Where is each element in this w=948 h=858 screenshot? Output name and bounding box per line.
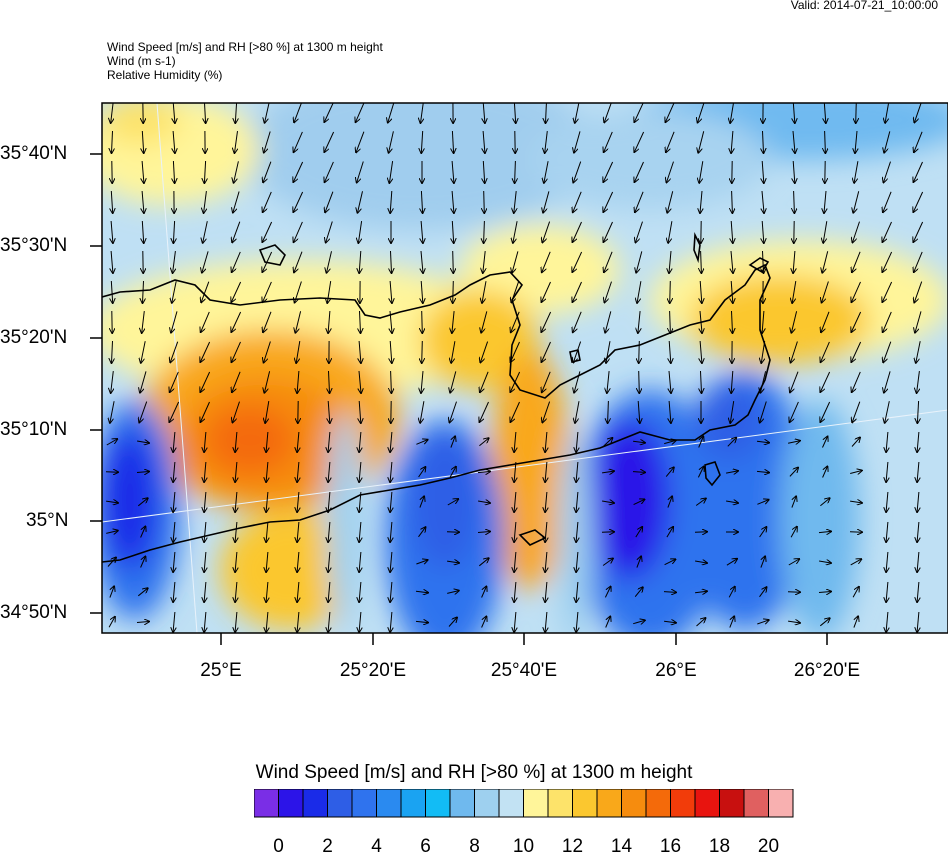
wind-arrow [639, 341, 640, 363]
weather-map [0, 0, 948, 700]
colorbar-swatch [720, 789, 745, 817]
wind-arrow [422, 341, 423, 363]
lat-label-5: 35°N [26, 510, 106, 532]
colorbar-swatch [499, 789, 524, 817]
lat-ticks [90, 154, 102, 613]
colorbar-swatch [279, 789, 304, 817]
lon-ticks [221, 633, 827, 645]
colorbar [254, 789, 795, 819]
shaded-field [80, 70, 948, 660]
colorbar-title: Wind Speed [m/s] and RH [>80 %] at 1300 … [0, 762, 948, 784]
colorbar-swatch [597, 789, 622, 817]
lat-label-6: 34°50'N [0, 602, 80, 624]
colorbar-tick-label: 20 [758, 836, 779, 858]
colorbar-tick-label: 6 [420, 836, 431, 858]
colorbar-swatch [303, 789, 328, 817]
colorbar-swatch [254, 789, 279, 817]
wind-arrow [856, 101, 857, 123]
wind-arrow [484, 191, 485, 213]
colorbar-tick-label: 12 [562, 836, 583, 858]
colorbar-swatch [548, 789, 573, 817]
colorbar-swatch [401, 789, 426, 817]
colorbar-swatch [769, 789, 794, 817]
colorbar-swatch [622, 789, 647, 817]
lat-label-2: 35°30'N [0, 235, 80, 257]
wind-arrow [670, 281, 671, 303]
lon-label-3: 25°40'E [491, 660, 557, 682]
wind-arrow [695, 532, 707, 533]
colorbar-tick-label: 18 [709, 836, 730, 858]
colorbar-swatch [475, 789, 500, 817]
lat-label-3: 35°20'N [0, 327, 80, 349]
lat-label-4: 35°10'N [0, 419, 80, 441]
lon-label-5: 26°20'E [794, 660, 860, 682]
colorbar-swatch [695, 789, 720, 817]
lon-label-2: 25°20'E [340, 660, 406, 682]
colorbar-swatch [744, 789, 769, 817]
colorbar-swatch [426, 789, 451, 817]
wind-arrow [422, 311, 423, 333]
lon-label-4: 26°E [655, 660, 696, 682]
lat-label-1: 35°40'N [0, 143, 80, 165]
lon-label-1: 25°E [200, 660, 241, 682]
colorbar-swatch [671, 789, 696, 817]
colorbar-swatch [352, 789, 377, 817]
colorbar-swatch [450, 789, 475, 817]
colorbar-tick-label: 14 [611, 836, 632, 858]
colorbar-tick-label: 8 [469, 836, 480, 858]
wind-arrow [639, 371, 640, 393]
colorbar-swatch [524, 789, 549, 817]
colorbar-swatch [646, 789, 671, 817]
colorbar-tick-label: 2 [322, 836, 333, 858]
colorbar-tick-label: 10 [513, 836, 534, 858]
wind-arrow [453, 251, 454, 273]
colorbar-swatch [377, 789, 402, 817]
colorbar-tick-label: 0 [273, 836, 284, 858]
colorbar-tick-label: 4 [371, 836, 382, 858]
colorbar-tick-label: 16 [660, 836, 681, 858]
colorbar-swatch [328, 789, 353, 817]
wind-arrow [453, 281, 454, 303]
colorbar-swatch [573, 789, 598, 817]
